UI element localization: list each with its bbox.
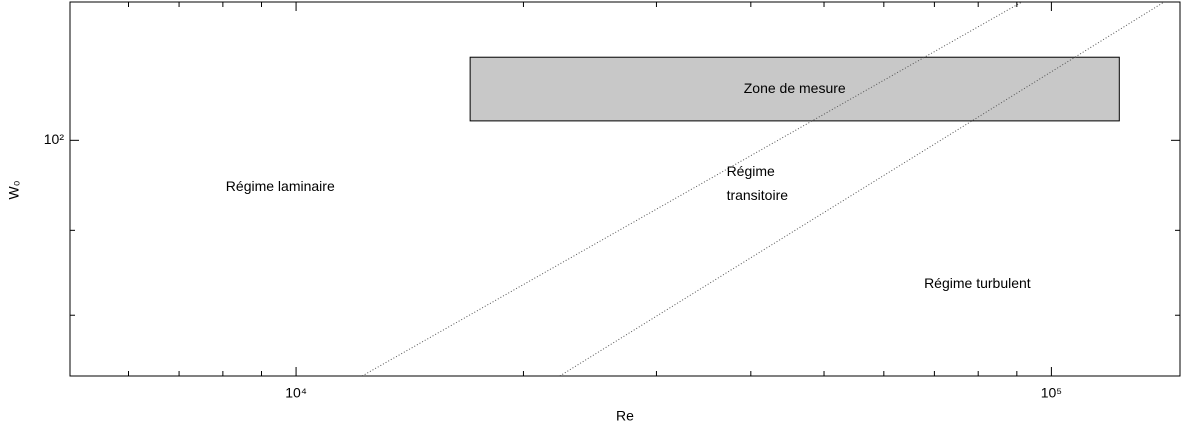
zone-label: Zone de mesure	[744, 80, 846, 96]
y-tick-label: 10²	[44, 131, 65, 147]
measurement-zone	[469, 56, 1120, 122]
plot-frame	[69, 1, 1181, 377]
boundary-line	[361, 1, 1023, 377]
x-tick-label: 10⁵	[1041, 385, 1062, 401]
x-axis-label: Re	[616, 408, 634, 424]
region-label: transitoire	[727, 187, 789, 203]
region-label: Régime	[727, 163, 775, 179]
region-label: Régime turbulent	[924, 275, 1031, 291]
y-axis-label: W₀	[6, 180, 22, 199]
x-tick-label: 10⁴	[285, 385, 307, 401]
region-label: Régime laminaire	[226, 178, 335, 194]
